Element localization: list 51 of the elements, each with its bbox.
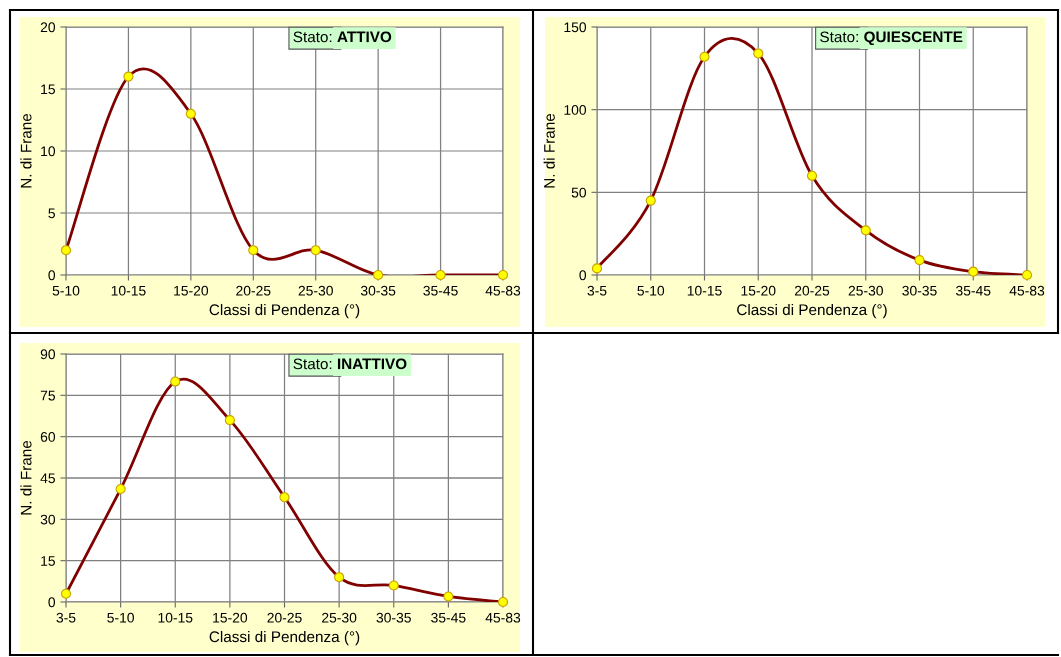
x-tick-label: 3-5 xyxy=(587,285,607,296)
y-tick-label: 30 xyxy=(40,514,56,525)
x-axis-title: Classi di Pendenza (°) xyxy=(209,303,360,319)
x-tick-label: 5-10 xyxy=(107,612,134,623)
x-tick-label: 30-35 xyxy=(902,285,937,296)
x-tick-label: 15-20 xyxy=(174,285,209,296)
x-tick-label: 15-20 xyxy=(213,612,248,623)
y-tick-label: 90 xyxy=(40,349,56,360)
y-tick-label: 0 xyxy=(48,270,56,281)
x-tick-label: 25-30 xyxy=(322,612,357,623)
y-tick-label: 15 xyxy=(41,84,55,95)
x-axis-title: Classi di Pendenza (°) xyxy=(209,630,360,646)
y-tick-label: 100 xyxy=(564,105,587,115)
x-tick-label: 35-45 xyxy=(423,285,458,296)
y-axis-title: N. di Frane xyxy=(543,113,555,188)
y-tick-label: 10 xyxy=(41,146,56,157)
x-tick-label: 20-25 xyxy=(236,285,271,296)
chart-title: Stato: ATTIVO xyxy=(293,31,392,43)
x-tick-label: 10-15 xyxy=(687,285,722,296)
x-tick-label: 35-45 xyxy=(431,612,466,623)
x-tick-label: 5-10 xyxy=(637,285,665,296)
x-tick-label: 35-45 xyxy=(956,285,991,296)
x-tick-label: 10-15 xyxy=(111,285,146,296)
x-tick-label: 20-25 xyxy=(794,285,830,296)
y-tick-label: 15 xyxy=(41,556,55,566)
x-tick-label: 45-83 xyxy=(485,612,521,623)
y-axis-title: N. di Frane xyxy=(20,113,32,188)
x-tick-label: 5-10 xyxy=(52,285,80,296)
chart-title: Stato: INATTIVO xyxy=(293,358,407,370)
x-tick-label: 45-83 xyxy=(485,285,521,296)
y-tick-label: 20 xyxy=(40,22,56,33)
x-tick-label: 25-30 xyxy=(848,285,883,296)
y-tick-label: 75 xyxy=(40,390,55,401)
x-axis-title: Classi di Pendenza (°) xyxy=(737,303,887,319)
y-tick-label: 0 xyxy=(48,597,56,608)
x-tick-label: 25-30 xyxy=(298,285,333,296)
y-tick-label: 150 xyxy=(564,22,587,33)
y-tick-label: 45 xyxy=(40,473,55,484)
y-tick-label: 60 xyxy=(40,432,56,442)
x-tick-label: 20-25 xyxy=(267,612,302,623)
x-tick-label: 30-35 xyxy=(376,612,411,623)
y-axis-title: N. di Frane xyxy=(20,440,32,515)
x-tick-label: 10-15 xyxy=(158,612,193,623)
x-tick-label: 3-5 xyxy=(56,612,76,623)
y-tick-label: 5 xyxy=(48,208,55,219)
x-tick-label: 15-20 xyxy=(741,285,776,296)
x-tick-label: 30-35 xyxy=(360,285,396,296)
y-tick-label: 50 xyxy=(571,187,587,198)
y-tick-label: 0 xyxy=(579,270,587,281)
x-tick-label: 45-83 xyxy=(1009,285,1045,296)
chart-title: Stato: QUIESCENTE xyxy=(820,31,963,46)
